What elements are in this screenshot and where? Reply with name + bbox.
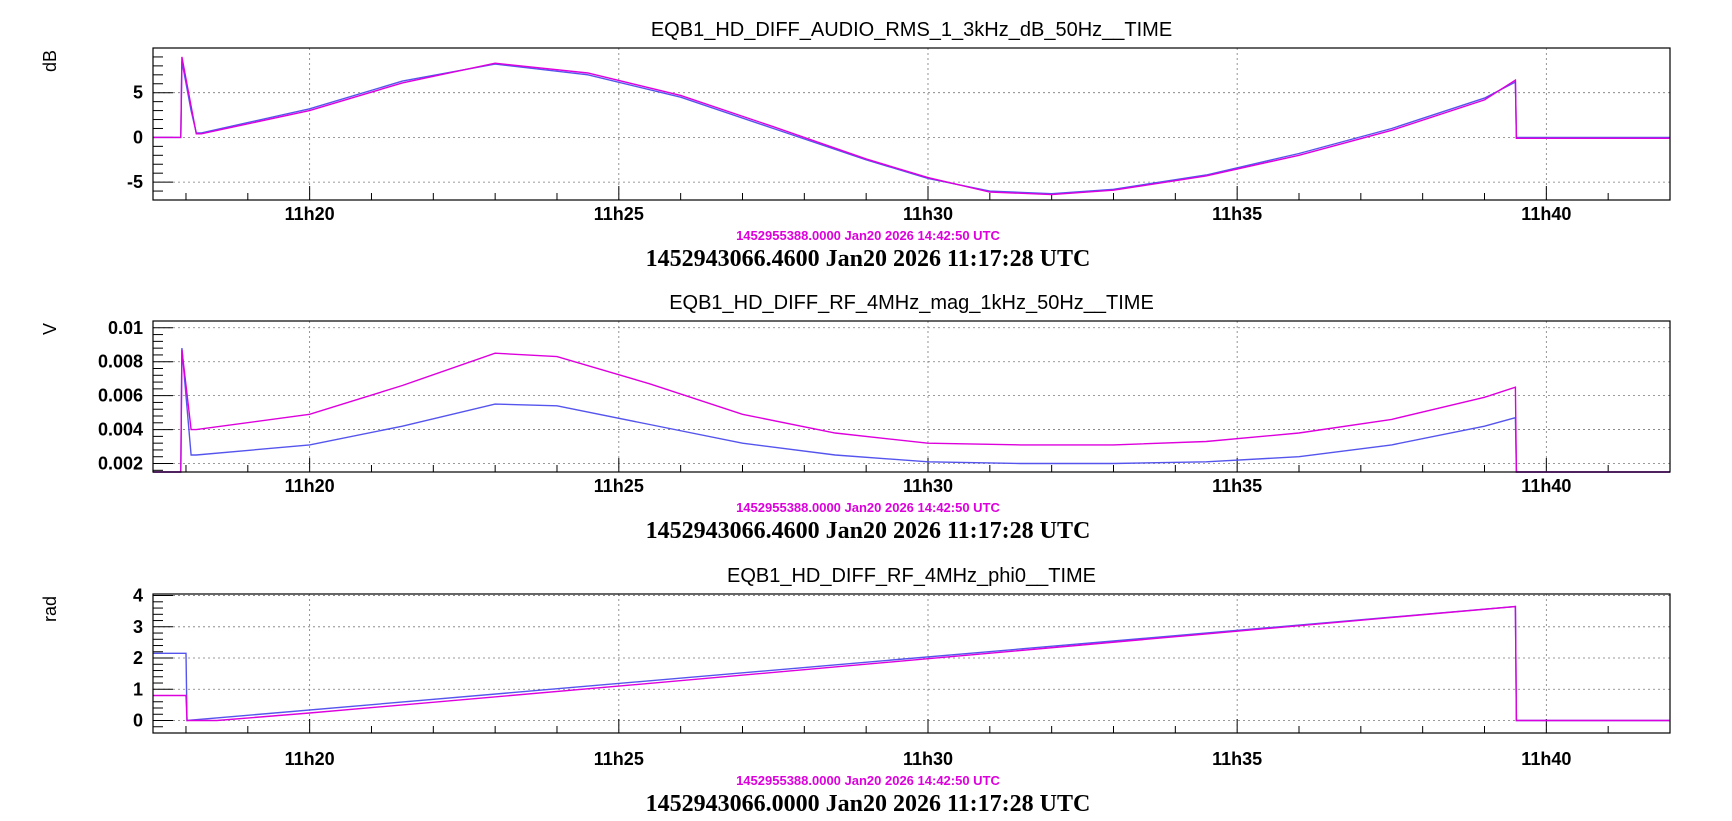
x-tick-label: 11h25 xyxy=(594,749,644,769)
y-tick-label: 0.004 xyxy=(98,420,143,440)
x-tick-label: 11h20 xyxy=(285,204,335,224)
series-line-2 xyxy=(153,349,1670,473)
chart-panel-2: EQB1_HD_DIFF_RF_4MHz_mag_1kHz_50Hz__TIME… xyxy=(40,292,1671,544)
y-tick-label: 3 xyxy=(133,617,143,637)
x-tick-label: 11h40 xyxy=(1521,204,1571,224)
x-tick-label: 11h30 xyxy=(903,204,953,224)
x-tick-label: 11h25 xyxy=(594,204,644,224)
time-reference-label: 1452943066.4600 Jan20 2026 11:17:28 UTC xyxy=(646,246,1091,272)
y-tick-label: 1 xyxy=(133,679,143,699)
x-tick-label: 11h40 xyxy=(1521,749,1571,769)
x-tick-label: 11h30 xyxy=(903,749,953,769)
time-reference-label: 1452943066.0000 Jan20 2026 11:17:28 UTC xyxy=(646,791,1091,817)
x-tick-label: 11h20 xyxy=(285,476,335,496)
x-tick-label: 11h30 xyxy=(903,476,953,496)
time-offset-label: 1452955388.0000 Jan20 2026 14:42:50 UTC xyxy=(736,228,1000,243)
time-offset-label: 1452955388.0000 Jan20 2026 14:42:50 UTC xyxy=(736,773,1000,788)
series-line-2 xyxy=(153,605,1670,722)
y-tick-label: 5 xyxy=(133,83,143,103)
time-offset-label: 1452955388.0000 Jan20 2026 14:42:50 UTC xyxy=(736,500,1000,515)
series-line-2 xyxy=(153,56,1670,196)
y-tick-label: 0 xyxy=(133,711,143,731)
x-tick-label: 11h20 xyxy=(285,749,335,769)
plot-frame xyxy=(152,47,1671,201)
y-tick-label: 0.008 xyxy=(98,352,143,372)
x-tick-label: 11h35 xyxy=(1212,749,1262,769)
y-tick-label: 2 xyxy=(133,648,143,668)
x-tick-label: 11h25 xyxy=(594,476,644,496)
y-tick-label: 0.006 xyxy=(98,386,143,406)
y-tick-label: 0.002 xyxy=(98,454,143,474)
x-tick-label: 11h40 xyxy=(1521,476,1571,496)
y-tick-label: 0.01 xyxy=(108,318,143,338)
x-tick-label: 11h35 xyxy=(1212,476,1262,496)
y-axis-label: dB xyxy=(40,50,60,72)
plot-frame xyxy=(152,320,1671,473)
y-tick-label: -5 xyxy=(127,172,143,192)
x-tick-label: 11h35 xyxy=(1212,204,1262,224)
series-line-1 xyxy=(153,605,1670,722)
series-line-1 xyxy=(153,348,1670,473)
chart-title: EQB1_HD_DIFF_RF_4MHz_mag_1kHz_50Hz__TIME xyxy=(669,292,1154,314)
time-reference-label: 1452943066.4600 Jan20 2026 11:17:28 UTC xyxy=(646,518,1091,544)
y-tick-label: 0 xyxy=(133,127,143,147)
chart-panel-1: EQB1_HD_DIFF_AUDIO_RMS_1_3kHz_dB_50Hz__T… xyxy=(40,19,1671,272)
plot-frame xyxy=(152,593,1671,734)
chart-title: EQB1_HD_DIFF_RF_4MHz_phi0__TIME xyxy=(727,565,1096,587)
y-axis-label: rad xyxy=(40,596,60,622)
y-tick-label: 4 xyxy=(133,586,143,606)
series-line-1 xyxy=(153,61,1670,195)
chart-title: EQB1_HD_DIFF_AUDIO_RMS_1_3kHz_dB_50Hz__T… xyxy=(651,19,1172,41)
y-axis-label: V xyxy=(40,323,60,335)
